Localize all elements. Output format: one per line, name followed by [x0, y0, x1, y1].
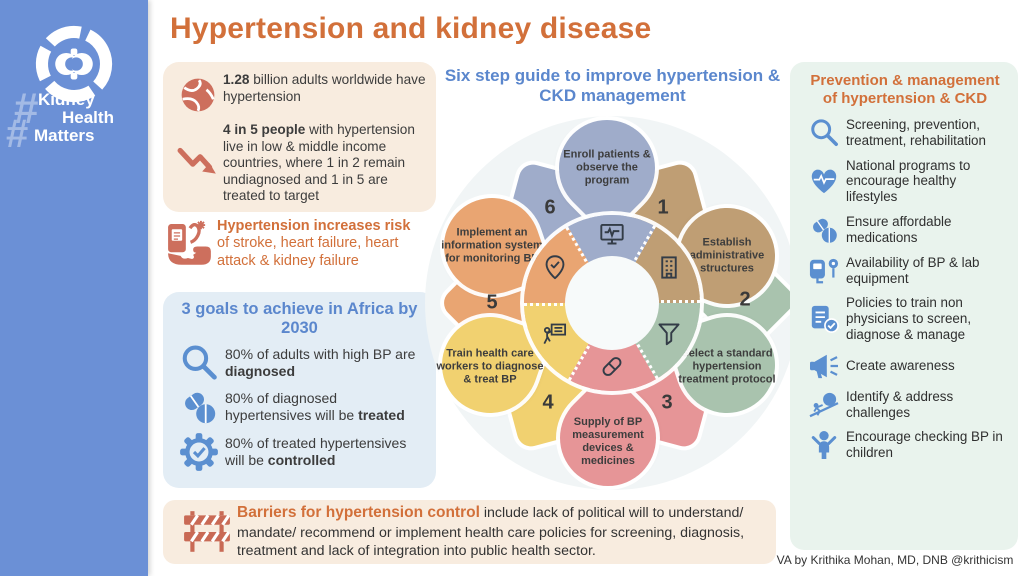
prevention-item: Identify & address challenges [802, 389, 1008, 421]
globe-icon [173, 72, 223, 114]
barrier-icon [177, 510, 237, 554]
prevention-item: Create awareness [802, 352, 1008, 380]
risk-rest: of stroke, heart failure, heart attack &… [217, 235, 399, 269]
goals-title: 3 goals to achieve in Africa by 2030 [181, 300, 418, 337]
step-6-number: 6 [544, 196, 556, 219]
prevention-text: Encourage checking BP in children [846, 429, 1003, 461]
barriers-box: Barriers for hypertension control includ… [163, 500, 776, 564]
goal-text: 80% of diagnosed hypertensives will be t… [225, 390, 426, 424]
child-icon [802, 430, 846, 460]
stats-box: 1.28 billion adults worldwide have hyper… [163, 62, 436, 212]
prevention-item: Screening, prevention, treatment, rehabi… [802, 117, 1008, 149]
brand-line: Kidney [38, 90, 95, 109]
goal-text: 80% of adults with high BP are diagnosed [225, 346, 426, 380]
goal-item: 80% of diagnosed hypertensives will be t… [173, 388, 426, 426]
step-2-label: Select a standard hypertension treatment… [678, 347, 776, 386]
pin-check-icon [542, 254, 569, 286]
step-1-number: 1 [657, 196, 669, 219]
barriers-rest: include lack of political will to unders… [237, 505, 745, 560]
step-2-number: 2 [739, 288, 751, 311]
risk-heading: Hypertension increases risk [217, 218, 411, 234]
pills-icon [802, 215, 846, 245]
goal-bold: treated [358, 407, 405, 423]
training-icon [542, 320, 569, 352]
step-4-number: 4 [542, 391, 554, 414]
credit-text: VA by Krithika Mohan, MD, DNB @krithicis… [776, 553, 1014, 567]
prevention-text: Identify & address challenges [846, 388, 954, 420]
policy-check-icon [802, 304, 846, 334]
prevention-text: Availability of BP & lab equipment [846, 254, 980, 286]
stat-bold: 1.28 [223, 72, 250, 87]
six-step-title: Six step guide to improve hypertension &… [444, 66, 781, 106]
heart-pulse-icon [802, 167, 846, 195]
ring-center [565, 256, 659, 350]
goals-box: 3 goals to achieve in Africa by 2030 80%… [163, 292, 436, 488]
goal-text: 80% of treated hypertensives will be con… [225, 435, 426, 469]
brand-line: Health [62, 108, 114, 127]
stat-rest: billion adults worldwide have hypertensi… [223, 72, 426, 104]
stat-item: 1.28 billion adults worldwide have hyper… [173, 72, 426, 114]
step-5-number: 5 [486, 291, 498, 314]
prevention-text: Screening, prevention, treatment, rehabi… [846, 117, 986, 148]
step-4-label: Train health care workers to diagnose & … [436, 347, 544, 386]
barriers-text: Barriers for hypertension control includ… [237, 503, 762, 560]
step-1-label: Establish administrative structures [689, 236, 765, 275]
hashtag-glyph: # [14, 84, 39, 133]
goal-item: 80% of treated hypertensives will be con… [173, 432, 426, 472]
goal-rest: 80% of adults with high BP are [225, 346, 416, 363]
challenge-icon [802, 391, 846, 419]
ring-separator [656, 300, 700, 303]
stat-text: 4 in 5 people with hypertension live in … [223, 122, 426, 205]
prevention-item: Encourage checking BP in children [802, 429, 1008, 461]
goal-bold: diagnosed [225, 363, 296, 379]
risk-text: Hypertension increases risk of stroke, he… [217, 218, 436, 270]
prevention-title: Prevention & management of hypertension … [810, 72, 1000, 107]
gear-check-icon [173, 432, 225, 472]
prevention-box: Prevention & management of hypertension … [790, 62, 1018, 550]
goal-rest: 80% of diagnosed hypertensives will be [225, 390, 359, 423]
capsule-icon [599, 353, 626, 385]
kidney-logo-icon [32, 22, 116, 111]
sidebar: # # Kidney Health Matters [0, 0, 148, 576]
prevention-item: National programs to encourage healthy l… [802, 158, 1008, 205]
pills-icon [173, 388, 225, 426]
megaphone-icon [802, 352, 846, 380]
step-6-label: Enroll patients & observe the program [563, 148, 651, 187]
magnifier-icon [173, 344, 225, 382]
step-3-number: 3 [661, 391, 673, 414]
goal-bold: controlled [267, 452, 336, 468]
stat-text: 1.28 billion adults worldwide have hyper… [223, 72, 426, 105]
bp-equipment-icon [802, 256, 846, 286]
trend-down-icon [173, 122, 223, 178]
brand-wordmark: # # Kidney Health Matters [0, 84, 148, 158]
hashtag-glyph: # [6, 112, 29, 156]
barriers-heading: Barriers for hypertension control [237, 504, 480, 522]
prevention-text: Policies to train non physicians to scre… [846, 295, 972, 342]
risk-section: Hypertension increases risk of stroke, he… [163, 218, 436, 276]
building-icon [656, 254, 683, 286]
bp-cuff-icon [163, 218, 217, 276]
prevention-item: Policies to train non physicians to scre… [802, 295, 1008, 342]
stat-rest: with hypertension live in low & middle i… [223, 122, 415, 204]
magnifier-icon [802, 118, 846, 148]
prevention-item: Ensure affordable medications [802, 214, 1008, 246]
step-3-label: Supply of BP measurement devices & medic… [572, 416, 644, 467]
goal-rest: 80% of treated hypertensives will be [225, 435, 407, 468]
page-title: Hypertension and kidney disease [170, 12, 652, 45]
prevention-item: Availability of BP & lab equipment [802, 255, 1008, 287]
stat-item: 4 in 5 people with hypertension live in … [173, 122, 426, 205]
prevention-text: Ensure affordable medications [846, 214, 952, 245]
ring-separator [524, 303, 568, 306]
ecg-monitor-icon [599, 221, 626, 253]
funnel-icon [656, 320, 683, 352]
stat-bold: 4 in 5 people [223, 122, 306, 137]
step-5-label: Implement an information system for moni… [441, 226, 543, 265]
goal-item: 80% of adults with high BP are diagnosed [173, 344, 426, 382]
six-step-diagram: Establish administrative structures Sele… [425, 100, 799, 506]
prevention-text: National programs to encourage healthy l… [846, 157, 971, 205]
prevention-text: Create awareness [846, 357, 955, 373]
brand-line: Matters [34, 126, 95, 145]
